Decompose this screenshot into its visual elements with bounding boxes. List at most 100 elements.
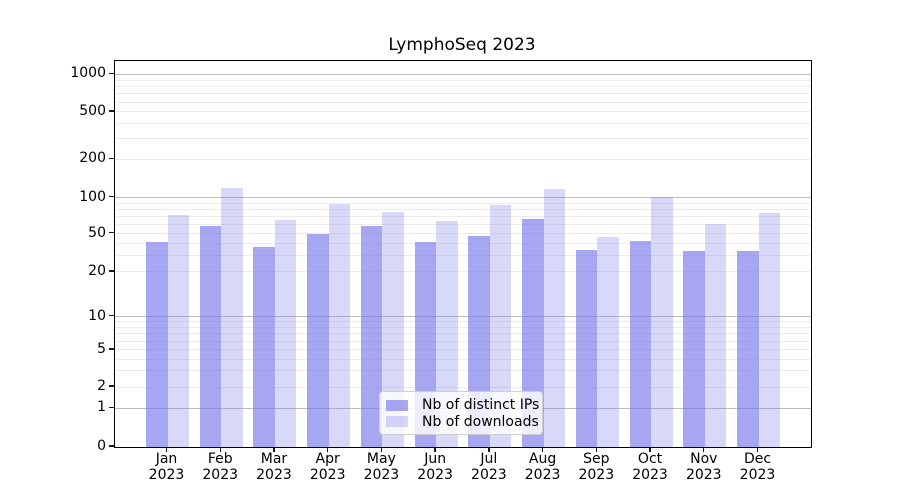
y-axis-tick (109, 315, 114, 317)
y-axis-tick (109, 445, 114, 447)
downloads-swatch (386, 416, 408, 428)
y-tick-label: 1000 (70, 65, 106, 82)
x-tick-month: Aug (528, 451, 557, 467)
x-tick-month: Oct (637, 451, 663, 467)
x-axis-tick (219, 447, 221, 452)
minor-gridline (115, 333, 811, 335)
minor-gridline (115, 358, 811, 360)
bar-distinct-ips (199, 225, 222, 447)
x-tick-year: 2023 (471, 466, 507, 483)
x-tick-label: Jun 2023 (395, 451, 475, 483)
x-tick-label: Feb 2023 (180, 451, 260, 483)
y-axis-tick (109, 72, 114, 74)
x-axis-tick (165, 447, 168, 452)
minor-gridline (115, 349, 811, 351)
minor-gridline (115, 85, 811, 87)
distinct-ips-swatch (386, 399, 408, 411)
minor-gridline (115, 158, 811, 160)
legend-label-distinct-ips: Nb of distinct IPs (422, 397, 540, 414)
x-tick-label: Jan 2023 (127, 451, 207, 483)
x-tick-year: 2023 (524, 466, 561, 483)
x-tick-month: Apr (315, 451, 340, 467)
x-tick-label: May 2023 (341, 451, 421, 483)
bar-distinct-ips (737, 251, 759, 447)
x-axis-tick (434, 447, 436, 452)
bar-downloads (704, 224, 727, 447)
bar-distinct-ips (253, 247, 275, 447)
x-tick-year: 2023 (309, 466, 346, 483)
y-tick-label: 10 (88, 307, 106, 324)
x-tick-year: 2023 (632, 466, 668, 483)
minor-gridline (115, 137, 811, 139)
x-tick-year: 2023 (417, 466, 453, 483)
minor-gridline (115, 123, 811, 125)
chart-title: LymphoSeq 2023 (388, 35, 536, 55)
minor-gridline (115, 321, 811, 323)
y-tick-label: 500 (79, 102, 106, 119)
legend-item-downloads: Nb of downloads (386, 414, 539, 431)
y-tick-label: 2 (97, 378, 106, 394)
x-tick-month: Dec (743, 451, 772, 467)
y-tick-label: 20 (88, 262, 106, 279)
minor-gridline (115, 326, 811, 328)
x-tick-label: Jul 2023 (449, 451, 529, 483)
x-axis-tick (649, 447, 651, 452)
y-axis-tick (109, 348, 114, 350)
minor-gridline (115, 254, 811, 256)
y-tick-label: 0 (97, 438, 106, 454)
x-tick-month: Jun (424, 451, 447, 467)
x-tick-label: Nov 2023 (664, 451, 744, 483)
y-tick-label: 5 (97, 340, 106, 357)
x-tick-year: 2023 (202, 466, 239, 483)
y-axis-tick (109, 232, 114, 234)
x-tick-month: Mar (260, 451, 288, 467)
x-axis-tick (703, 447, 705, 452)
y-tick-label: 200 (79, 150, 106, 167)
legend-item-distinct-ips: Nb of distinct IPs (386, 397, 539, 414)
x-tick-label: Mar 2023 (234, 451, 314, 483)
x-tick-year: 2023 (739, 466, 776, 483)
x-tick-year: 2023 (148, 466, 185, 483)
x-axis-tick (326, 447, 329, 452)
minor-gridline (115, 370, 811, 372)
y-axis-tick (109, 406, 114, 408)
x-tick-year: 2023 (363, 466, 400, 483)
x-tick-month: Feb (207, 451, 233, 467)
legend: Nb of distinct IPs Nb of downloads (379, 391, 543, 435)
bar-downloads (758, 212, 780, 447)
minor-gridline (115, 223, 811, 225)
major-gridline (115, 197, 811, 199)
bar-distinct-ips (575, 249, 598, 447)
x-tick-label: Apr 2023 (288, 451, 368, 483)
minor-gridline (115, 202, 811, 204)
bar-distinct-ips (360, 225, 383, 447)
x-tick-month: Nov (690, 451, 718, 467)
bar-downloads (221, 187, 243, 447)
x-axis-tick (380, 447, 383, 452)
x-tick-label: Aug 2023 (503, 451, 583, 483)
x-tick-year: 2023 (685, 466, 722, 483)
x-tick-month: May (366, 451, 396, 467)
bar-distinct-ips (629, 240, 652, 447)
plot-area (114, 60, 812, 448)
minor-gridline (115, 79, 811, 81)
minor-gridline (115, 93, 811, 95)
x-tick-label: Dec 2023 (718, 451, 798, 483)
x-axis-tick (488, 447, 490, 452)
x-tick-label: Sep 2023 (556, 451, 636, 483)
bar-downloads (651, 197, 673, 447)
x-tick-year: 2023 (256, 466, 292, 483)
bar-downloads (328, 204, 351, 447)
bar-downloads (543, 188, 566, 447)
y-axis-tick (109, 270, 114, 272)
x-axis-tick (756, 447, 759, 452)
legend-label-downloads: Nb of downloads (422, 413, 539, 430)
bar-downloads (489, 204, 512, 447)
y-axis-tick (109, 157, 114, 159)
minor-gridline (115, 208, 811, 210)
y-axis-tick (109, 385, 114, 387)
y-axis-tick (109, 110, 114, 112)
minor-gridline (115, 242, 811, 244)
x-tick-month: Jan (155, 451, 178, 467)
